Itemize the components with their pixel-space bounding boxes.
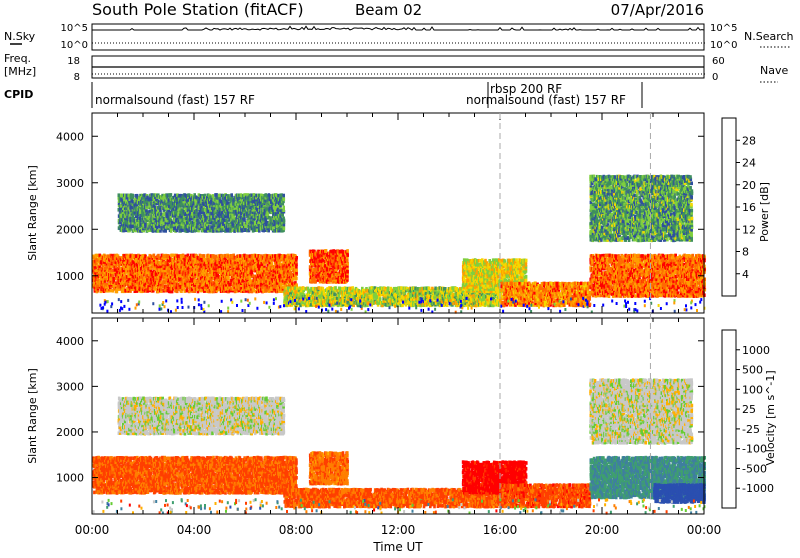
nsky-tick-top: 10^5 [61,23,88,34]
nsky-tick-bottom: 10^0 [61,40,88,51]
echo-cell [181,229,184,233]
cpid-segment-1: normalsound (fast) 157 RF [95,93,255,107]
power-heatmap [92,175,706,314]
echo-cell [114,268,117,272]
echo-cell [271,262,274,266]
echo-cell [325,249,328,253]
echo-cell [203,254,206,258]
echo-cell [111,268,114,272]
nsky-line [92,26,704,30]
freq-label-line2: [MHz] [4,65,36,78]
nave-label: Nave [760,64,788,77]
echo-cell [295,268,298,272]
nsearch-label: N.Search [744,30,794,43]
echo-cell [295,256,298,260]
cpid-segment-3: normalsound (fast) 157 RF [466,93,626,107]
echo-cell [230,193,233,197]
nave-tick-bottom: 0 [712,72,718,83]
echo-cell [282,206,285,210]
echo-cell [170,193,173,197]
echo-cell [212,194,215,198]
echo-cell [282,217,285,221]
echo-cell [295,283,298,287]
echo-cell [282,194,285,198]
freq-label-line1: Freq. [4,52,31,65]
echo-cell [107,254,110,258]
echo-cell [112,277,115,281]
nsearch-tick-top: 10^5 [710,23,737,34]
freq-tick-top: 18 [67,56,80,67]
cpid-label: CPID [4,88,33,101]
nsky-trace [92,26,705,43]
nsearch-tick-bottom: 10^0 [710,40,737,51]
station-title: South Pole Station (fitACF) [92,0,304,19]
freq-trace [92,67,705,74]
freq-tick-bottom: 8 [74,72,80,83]
echo-cell [295,277,298,281]
echo-cell [131,194,134,198]
beam-title: Beam 02 [355,1,422,19]
nsky-label: N.Sky [4,30,36,43]
date-title: 07/Apr/2016 [611,1,704,19]
echo-cell [314,280,317,284]
nave-tick-top: 60 [712,56,725,67]
